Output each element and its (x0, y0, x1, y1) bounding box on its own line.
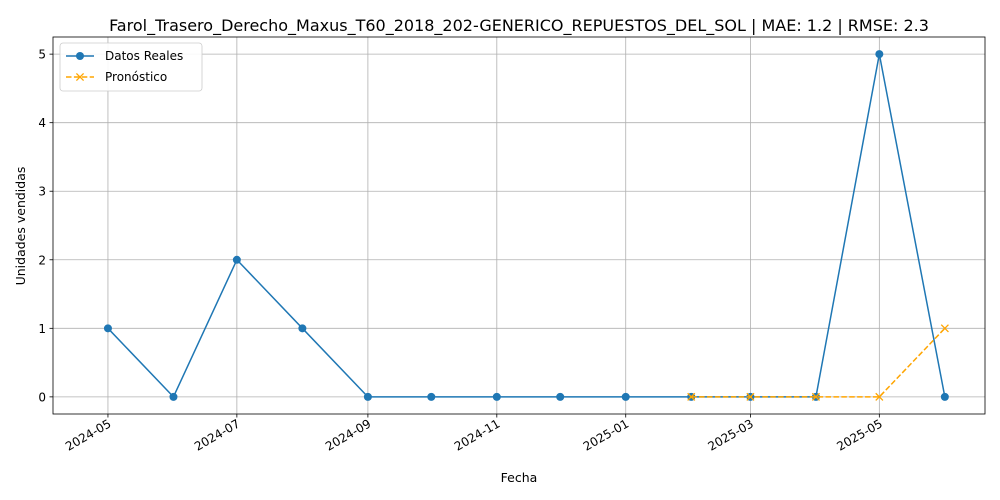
chart-title: Farol_Trasero_Derecho_Maxus_T60_2018_202… (109, 16, 929, 36)
y-tick-label: 4 (38, 116, 46, 130)
x-tick-label: 2024-07 (192, 416, 242, 453)
series-layer (103, 50, 949, 401)
y-axis-label: Unidades vendidas (13, 167, 28, 286)
data-point-datos-reales (363, 392, 372, 401)
legend-label-pronostico: Pronóstico (105, 70, 167, 84)
legend-marker-pronostico (75, 72, 85, 82)
x-axis-label: Fecha (501, 470, 538, 485)
data-point-datos-reales (556, 392, 565, 401)
data-point-datos-reales (940, 392, 949, 401)
data-point-datos-reales (427, 392, 436, 401)
x-tick-label: 2025-01 (581, 416, 631, 453)
data-point-datos-reales (492, 392, 501, 401)
legend-label-datos-reales: Datos Reales (105, 49, 183, 63)
x-marker-stroke (940, 324, 949, 333)
x-tick-label: 2025-03 (705, 416, 755, 453)
x-marker-stroke (746, 392, 755, 401)
plot-frame (52, 36, 986, 415)
data-point-pronostico (746, 392, 755, 401)
y-tick-label: 3 (38, 185, 46, 199)
data-point-datos-reales (103, 324, 112, 333)
data-point-pronostico (687, 392, 696, 401)
series-line-datos-reales (107, 53, 946, 398)
y-tick-label: 2 (38, 253, 46, 267)
x-marker-stroke (811, 392, 820, 401)
legend-marker-datos-reales (76, 52, 84, 60)
x-tick-label: 2024-11 (452, 416, 502, 453)
x-marker-stroke (75, 72, 85, 82)
y-tick-label: 1 (38, 322, 46, 336)
data-point-datos-reales (875, 50, 884, 59)
data-point-pronostico (940, 324, 949, 333)
data-point-datos-reales (169, 392, 178, 401)
legend: Datos Reales Pronóstico (59, 42, 203, 92)
data-point-datos-reales (232, 255, 241, 264)
y-tick-label: 5 (38, 48, 46, 62)
x-tick-label: 2024-09 (323, 416, 373, 453)
x-marker-stroke (875, 392, 884, 401)
data-point-pronostico (875, 392, 884, 401)
data-point-datos-reales (621, 392, 630, 401)
legend-frame (59, 42, 203, 92)
x-tick-label: 2024-05 (63, 416, 113, 453)
x-tick-label: 2025-05 (834, 416, 884, 453)
axis-ticks: 0 1 2 3 4 5 2024-05 2024-07 2024-09 2024-11 2025-0… (38, 48, 884, 454)
y-tick-label: 0 (38, 390, 46, 404)
data-point-pronostico (811, 392, 820, 401)
x-marker-stroke (687, 392, 696, 401)
grid-lines (53, 37, 985, 414)
data-point-datos-reales (298, 324, 307, 333)
